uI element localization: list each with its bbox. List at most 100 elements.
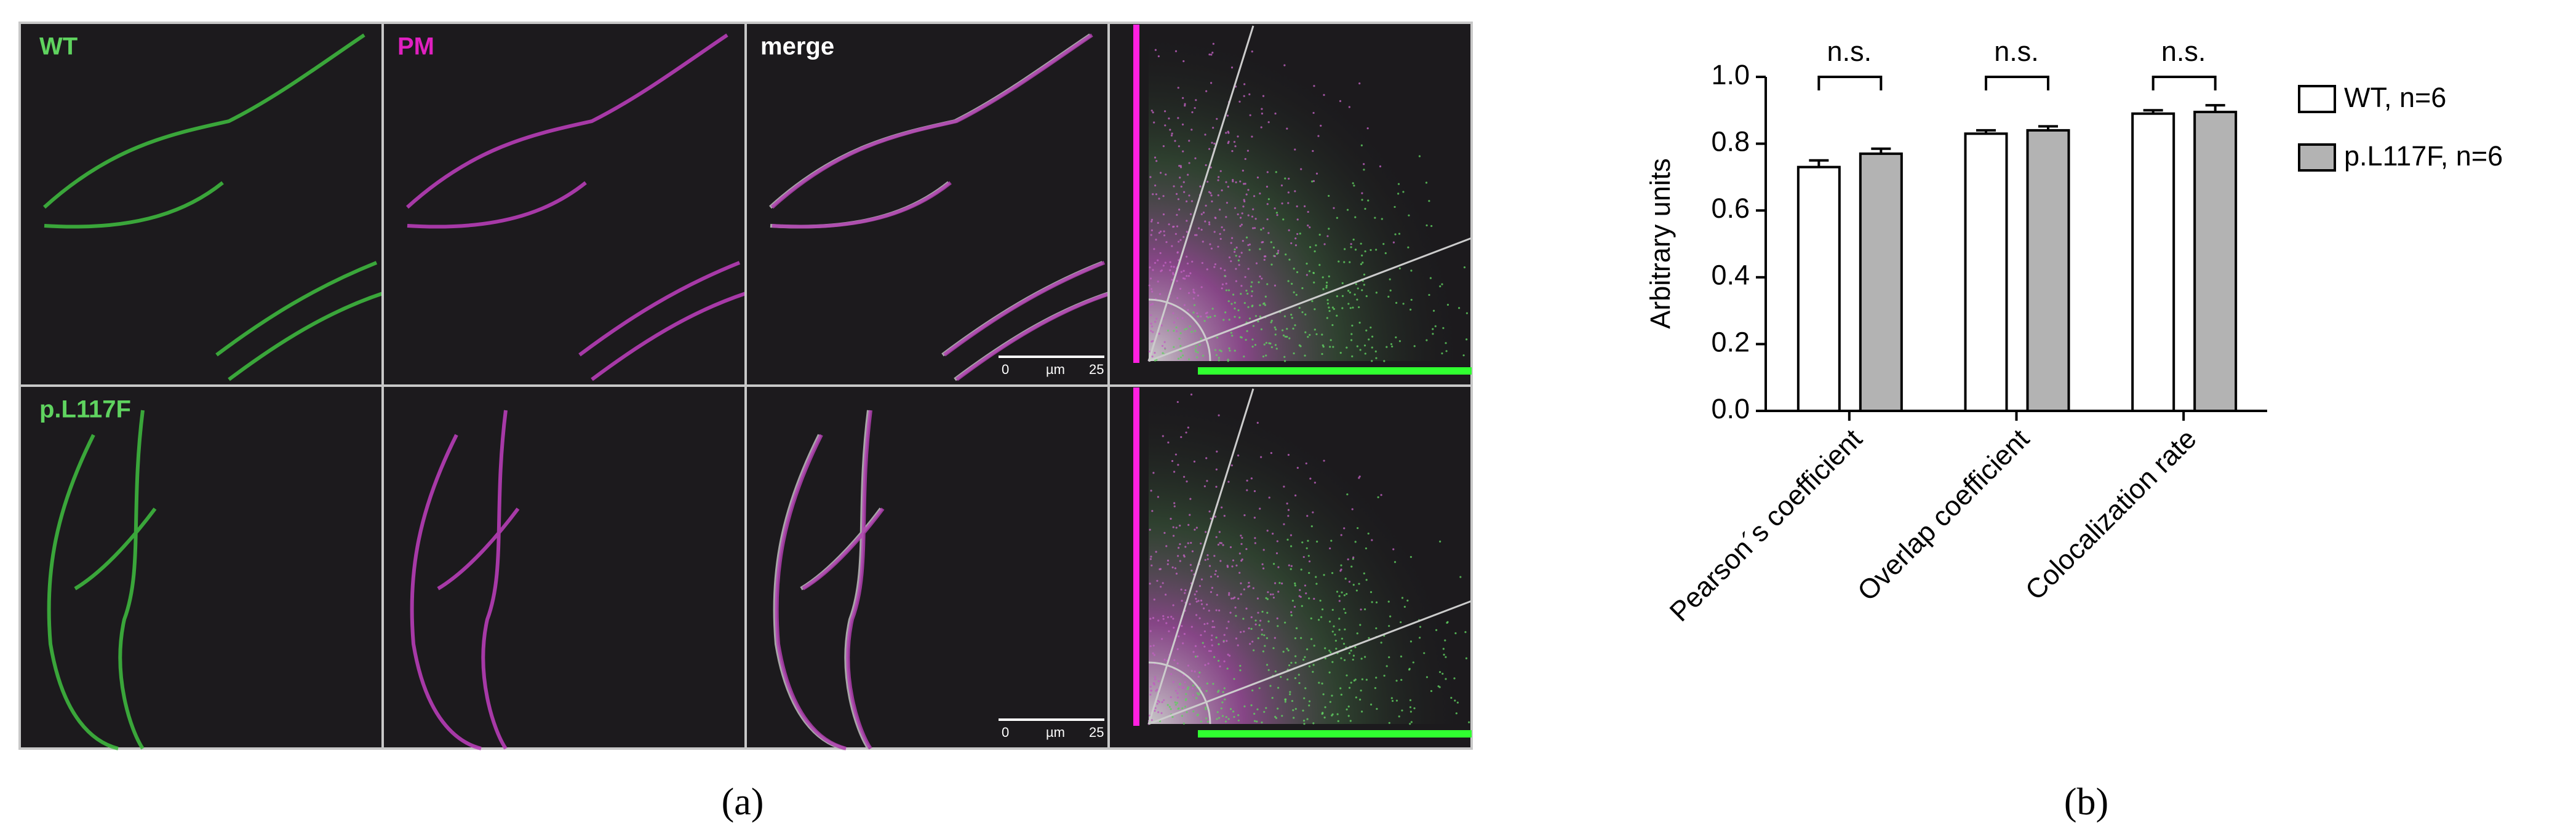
scatter-dot [1164,594,1167,596]
scatter-dot [1246,149,1250,152]
scatter-dot [1258,281,1260,284]
scatter-dot [1175,527,1178,529]
scatter-dot [1390,697,1393,699]
scatter-dot [1242,205,1245,208]
scatter-dot [1196,692,1198,694]
scatter-dot [1328,306,1330,309]
scatter-dot [1335,648,1338,650]
scatter-dot [1164,347,1166,349]
scatter-dot [1253,517,1256,519]
scatter-dot [1185,693,1187,695]
scatter-dot [1432,333,1434,335]
scatter-dot [1173,659,1176,661]
scatter-dot [1371,360,1373,362]
scatter-dot [1387,295,1390,298]
scatter-dot [1234,250,1236,253]
scatter-dot [1314,328,1316,331]
scatter-dot [1379,165,1382,168]
scatter-dot [1218,414,1220,416]
scatter-dot [1276,252,1278,255]
scatter-dot [1205,708,1207,710]
scatter-dot [1210,166,1212,169]
scatter-dot [1453,677,1456,680]
scatter-dot [1210,247,1213,250]
scatter-dot [1277,707,1279,710]
scatter-dot [1321,608,1324,611]
scatter-dot [1294,237,1297,240]
scatter-dot [1251,689,1254,692]
scatter-dot [1388,625,1390,627]
scatter-dot [1371,346,1373,349]
scatter-dot [1172,312,1174,314]
scatter-dot [1276,214,1278,217]
scatter-dot [1312,111,1315,114]
scatter-dot [1157,55,1160,58]
scatter-dot [1394,233,1397,236]
scatter-dot [1190,393,1193,396]
scatter-dot [1356,298,1358,301]
scatter-dot [1165,173,1167,176]
scatter-dot [1194,330,1197,332]
scatter-dot [1294,707,1297,710]
scatter-dot [1282,334,1285,336]
scatter-dot [1150,288,1153,290]
scatter-dot [1179,177,1181,179]
scatter-dot [1227,480,1230,483]
scatter-dot [1187,173,1189,176]
scatter-dot [1275,552,1278,555]
scatter-dot [1239,180,1242,183]
scatter-dot [1178,145,1180,148]
scatter-dot [1190,200,1194,202]
scatter-dot [1186,262,1189,265]
scatter-dot [1211,308,1214,310]
scatter-dot [1277,250,1280,252]
scatter-dot [1392,241,1395,244]
threshold-arc [1148,661,1211,725]
scatter-dot [1213,555,1216,557]
scatter-dot [1375,601,1378,604]
scatter-dot [1171,715,1174,718]
scatter-dot [1179,683,1181,685]
scatter-dot [1296,205,1298,208]
scatter-dot [1184,699,1187,701]
scatter-dot [1270,319,1273,322]
scatter-dot [1246,479,1248,482]
scatter-dot [1200,228,1203,231]
scatter-dot [1259,304,1261,306]
scatter-dot [1194,234,1197,236]
scatter-dot [1266,171,1269,173]
scatter-dot [1266,637,1269,640]
scatter-dot [1352,584,1355,586]
scatter-dot [1340,564,1342,567]
scatter-dot [1228,256,1231,259]
scatter-dot [1254,623,1257,626]
scatter-dot [1283,523,1285,525]
scatter-dot [1352,558,1354,560]
scatter-dot [1283,360,1286,362]
scatter-dot [1187,542,1189,544]
scatter-dot [1211,587,1214,589]
scatter-dot [1321,682,1323,685]
scatter-dot [1176,692,1179,694]
scatter-dot [1190,670,1193,672]
scatter-dot [1170,134,1173,137]
scatter-dot [1274,255,1276,258]
scatter-dot [1358,82,1361,85]
scatter-dot [1407,246,1410,249]
scatter-dot [1243,630,1245,633]
scatter-dot [1162,352,1164,354]
bar [2193,111,2238,412]
scatter-dot [1176,225,1179,228]
scatter-dot [1292,709,1294,712]
scatter-dot [1251,290,1253,293]
scatter-dot [1350,650,1352,652]
scatter-dot [1209,316,1211,319]
scatter-dot [1192,291,1195,293]
scatter-dot [1176,280,1178,282]
scatter-dot [1189,563,1192,567]
scatter-dot [1398,715,1400,718]
scatter-dot [1326,302,1330,305]
bar [2026,129,2070,412]
scatter-dot [1219,233,1221,235]
